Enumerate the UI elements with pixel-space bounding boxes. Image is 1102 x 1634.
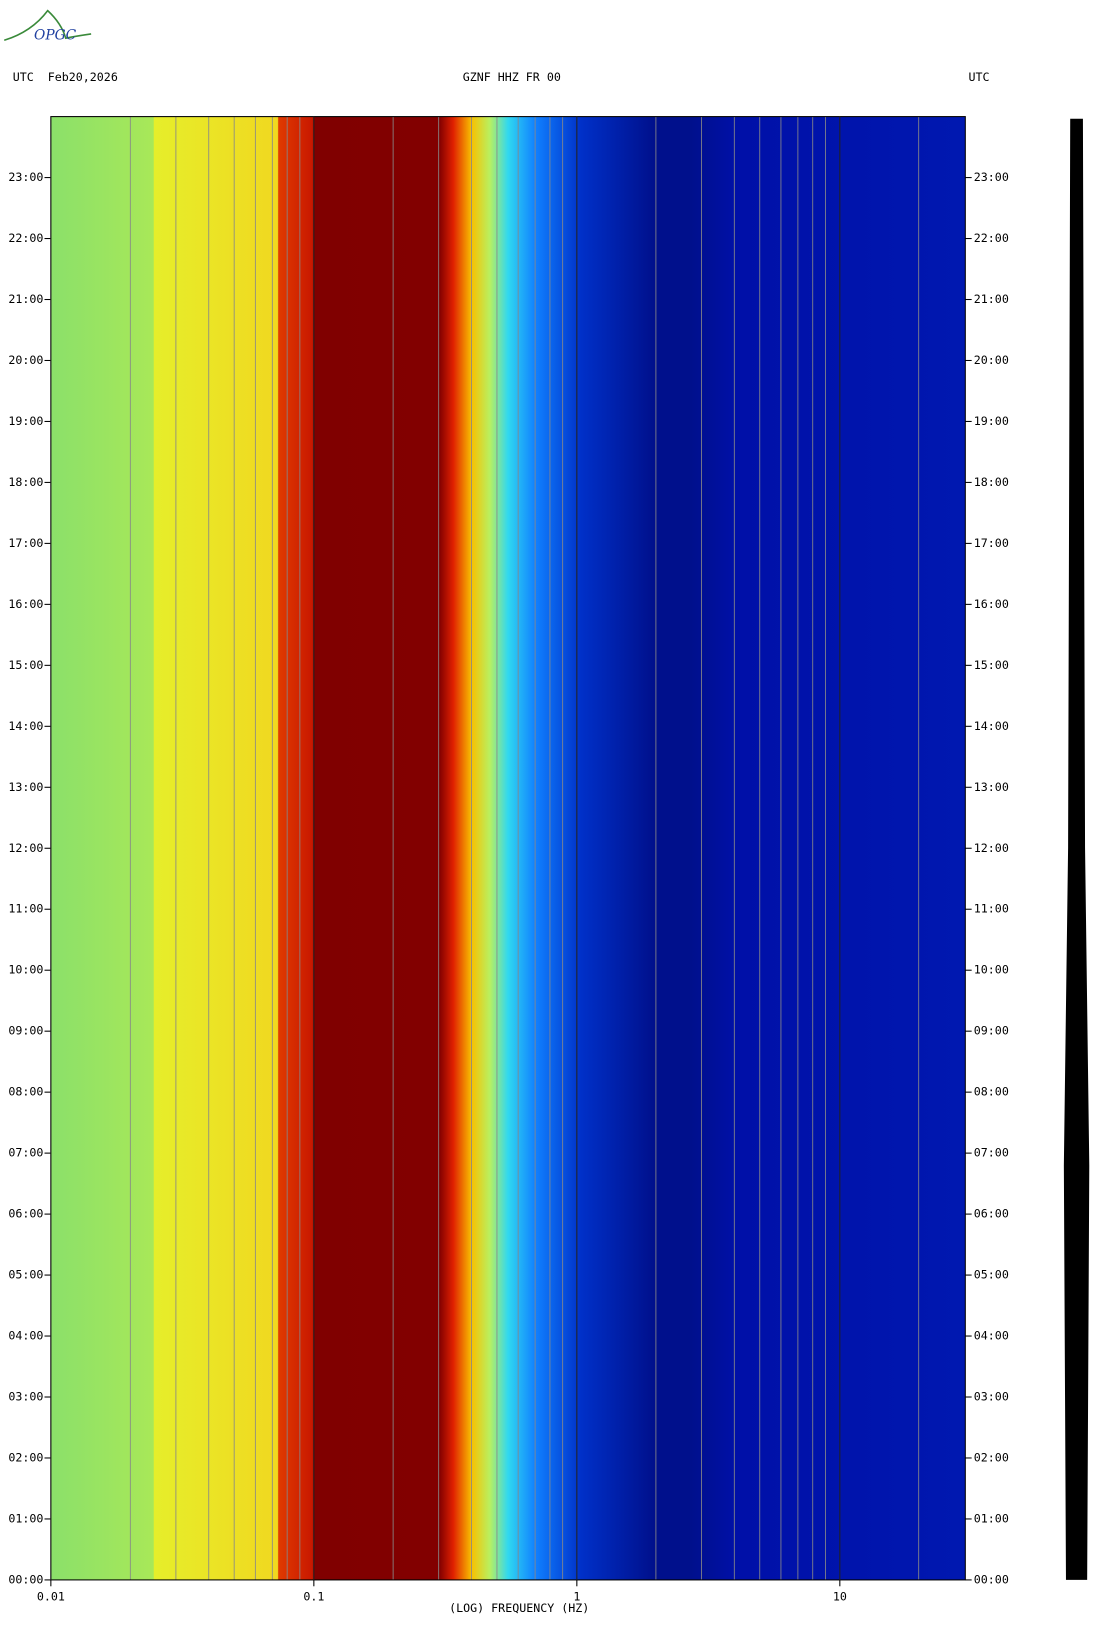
y-tick-label: 17:00 (8, 536, 43, 550)
y-tick-label-right: 13:00 (974, 780, 1009, 794)
y-tick-label-right: 05:00 (974, 1268, 1009, 1282)
y-tick-label: 04:00 (8, 1329, 43, 1343)
y-tick-label-right: 09:00 (974, 1024, 1009, 1038)
y-tick-label: 13:00 (8, 780, 43, 794)
logo: OPGC (4, 9, 92, 44)
y-tick-label-right: 19:00 (974, 414, 1009, 428)
y-tick-label: 12:00 (8, 841, 43, 855)
y-tick-label-right: 00:00 (974, 1572, 1009, 1586)
y-tick-label-right: 20:00 (974, 353, 1009, 367)
x-tick-label: 0.1 (303, 1589, 324, 1603)
x-tick-label: 10 (833, 1589, 847, 1603)
chart-title: GZNF HHZ FR 00 (463, 70, 561, 84)
y-tick-label: 07:00 (8, 1146, 43, 1160)
waveform (1063, 118, 1090, 1580)
x-tick-label: 0.01 (37, 1589, 65, 1603)
y-tick-label-right: 03:00 (974, 1390, 1009, 1404)
y-tick-label: 20:00 (8, 353, 43, 367)
spectrogram (50, 116, 966, 1580)
y-tick-label-right: 18:00 (974, 475, 1009, 489)
y-tick-label: 18:00 (8, 475, 43, 489)
y-tick-label: 19:00 (8, 414, 43, 428)
y-tick-label-right: 21:00 (974, 292, 1009, 306)
y-tick-label: 01:00 (8, 1511, 43, 1525)
y-tick-label-right: 11:00 (974, 902, 1009, 916)
y-tick-label: 06:00 (8, 1207, 43, 1221)
y-tick-label-right: 23:00 (974, 170, 1009, 184)
y-tick-label: 14:00 (8, 719, 43, 733)
y-tick-label: 23:00 (8, 170, 43, 184)
y-tick-label: 00:00 (8, 1572, 43, 1586)
y-tick-label-right: 14:00 (974, 719, 1009, 733)
y-tick-label: 15:00 (8, 658, 43, 672)
y-tick-label-right: 02:00 (974, 1450, 1009, 1464)
x-tick-label: 1 (573, 1589, 580, 1603)
y-tick-label-right: 16:00 (974, 597, 1009, 611)
y-tick-label-right: 12:00 (974, 841, 1009, 855)
y-tick-label: 22:00 (8, 231, 43, 245)
y-tick-label: 11:00 (8, 902, 43, 916)
logo-text: OPGC (34, 28, 77, 44)
y-tick-label: 09:00 (8, 1024, 43, 1038)
left-header: UTC Feb20,2026 (13, 70, 118, 84)
y-tick-label-right: 10:00 (974, 963, 1009, 977)
y-tick-label-right: 07:00 (974, 1146, 1009, 1160)
y-tick-label: 05:00 (8, 1268, 43, 1282)
x-axis-label: (LOG) FREQUENCY (HZ) (449, 1601, 589, 1615)
y-tick-label-right: 04:00 (974, 1329, 1009, 1343)
y-tick-label-right: 17:00 (974, 536, 1009, 550)
y-tick-label-right: 15:00 (974, 658, 1009, 672)
y-tick-label-right: 22:00 (974, 231, 1009, 245)
y-tick-label-right: 08:00 (974, 1085, 1009, 1099)
y-tick-label: 03:00 (8, 1390, 43, 1404)
y-tick-label: 21:00 (8, 292, 43, 306)
right-header: UTC (968, 70, 989, 84)
y-tick-label-right: 06:00 (974, 1207, 1009, 1221)
y-tick-label-right: 01:00 (974, 1511, 1009, 1525)
y-tick-label: 08:00 (8, 1085, 43, 1099)
y-tick-label: 16:00 (8, 597, 43, 611)
minor-grid (129, 116, 920, 1580)
y-tick-label: 02:00 (8, 1450, 43, 1464)
y-tick-label: 10:00 (8, 963, 43, 977)
